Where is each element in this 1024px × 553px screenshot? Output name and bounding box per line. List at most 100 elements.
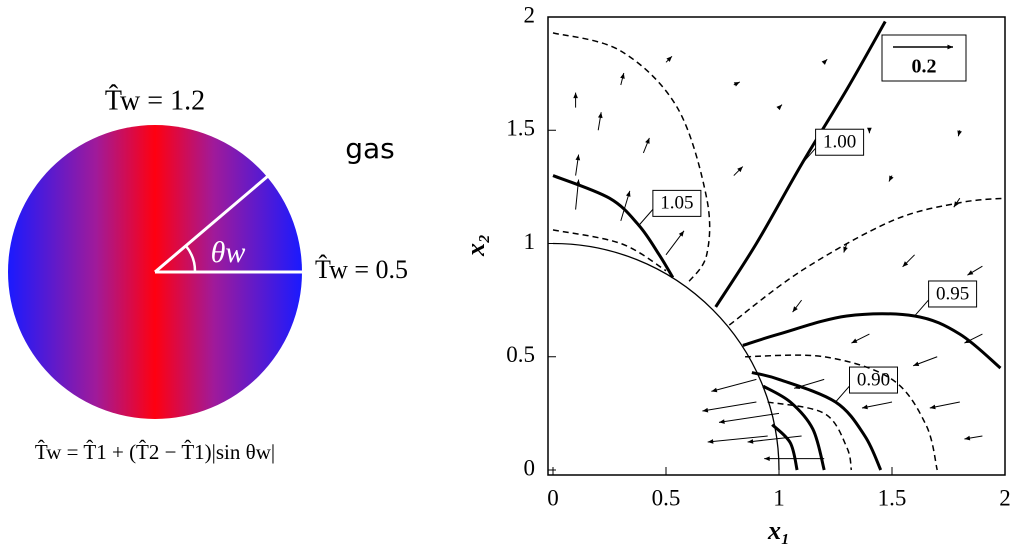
- contour-line: [742, 312, 1002, 370]
- contour-line: [762, 384, 826, 471]
- contour-label-box: [928, 280, 978, 308]
- arrow-head: [953, 201, 959, 208]
- arrow: [888, 175, 894, 182]
- contour-line: [714, 20, 887, 308]
- arrow: [792, 299, 802, 313]
- arrow-head: [733, 81, 740, 87]
- x-tick-label: 1: [773, 485, 785, 510]
- contour-label: 0.90: [835, 366, 898, 403]
- contour-line: [771, 423, 799, 471]
- boundary: [552, 242, 780, 471]
- arrow-head: [929, 404, 936, 410]
- y-tick-label: 1: [524, 229, 536, 254]
- x-tick-label: 0: [547, 485, 559, 510]
- y-tick-label: 2: [524, 2, 536, 27]
- arrow-head: [862, 404, 868, 410]
- contour-line: [767, 401, 853, 471]
- arrow-head: [666, 56, 672, 62]
- arrow: [929, 401, 960, 410]
- arrow-head: [711, 387, 718, 393]
- arrow-shaft: [711, 378, 757, 392]
- arrow-head: [792, 306, 798, 313]
- arrow: [913, 356, 938, 367]
- arrow: [573, 92, 578, 108]
- arrow-shaft: [707, 435, 768, 443]
- arrow-shaft: [718, 412, 780, 423]
- arrow-head: [620, 72, 625, 79]
- y-tick-label: 1.5: [506, 116, 535, 141]
- arrow: [733, 81, 741, 87]
- arrow: [794, 378, 825, 390]
- arrow: [764, 456, 825, 462]
- plot-frame: [547, 16, 1006, 476]
- contour-label: 1.05: [638, 189, 702, 226]
- arrow: [718, 412, 780, 424]
- contour-label-text: 0.90: [857, 369, 890, 390]
- x-tick-label: 1.5: [878, 485, 907, 510]
- arrow: [711, 378, 757, 393]
- y-tick-label: 0: [524, 455, 536, 480]
- arrow-head: [597, 112, 603, 119]
- arrow: [597, 112, 603, 131]
- arrow: [620, 72, 625, 86]
- arrow-head: [575, 179, 581, 186]
- arrow: [867, 127, 872, 134]
- contour-label-leader: [801, 147, 816, 165]
- arrow-head: [764, 456, 770, 462]
- arrow: [843, 243, 848, 253]
- arrow: [620, 190, 631, 221]
- contour-line: [745, 354, 938, 471]
- arrow-head: [575, 154, 581, 161]
- contour-label-text: 0.95: [936, 283, 969, 304]
- plot: 0 0.5 1 1.5 2 0 0.5 1 1.5 2 x₁ x₂ 1.00 1.05 0.95 0.90 0.…: [461, 2, 1011, 545]
- arrow: [893, 44, 953, 50]
- angle-arc: [185, 245, 197, 273]
- arrow-head: [573, 92, 578, 99]
- arrow-head: [964, 435, 971, 441]
- arrow: [964, 435, 983, 441]
- arrow-head: [776, 104, 782, 111]
- arrow-head: [947, 44, 953, 50]
- arrow: [967, 265, 983, 276]
- arrow: [953, 197, 961, 208]
- contour-label-box: [849, 366, 898, 394]
- arrow-head: [794, 384, 801, 390]
- arrow-head: [867, 127, 872, 134]
- contour-line: [552, 229, 667, 272]
- y-tick-label: 0.5: [506, 342, 535, 367]
- arrow: [776, 104, 783, 111]
- arrow-head: [957, 130, 962, 137]
- contour-label-leader: [638, 209, 654, 226]
- contour-label: 1.00: [801, 128, 865, 165]
- contour-label-leader: [835, 385, 850, 403]
- y-axis-label: x₂: [461, 234, 490, 257]
- arrow-shaft: [702, 401, 757, 412]
- arrow-head: [747, 439, 754, 444]
- arrow: [902, 254, 915, 268]
- arrow-head: [851, 338, 858, 344]
- arrow: [747, 435, 802, 444]
- contour-line: [552, 32, 711, 283]
- top-label: T̂w = 1.2: [105, 85, 205, 117]
- arrow-shaft: [747, 435, 802, 443]
- arrow: [733, 166, 744, 176]
- reference-box: [881, 34, 967, 82]
- arrow-head: [737, 166, 743, 173]
- arrow-head: [967, 270, 974, 276]
- contour-line: [728, 197, 1006, 326]
- contour-label-leader: [914, 299, 929, 317]
- arrow-head: [964, 338, 971, 344]
- radius-line: [154, 174, 269, 274]
- arrow: [707, 435, 768, 444]
- arrow-head: [678, 230, 684, 237]
- reference-label: 0.2: [912, 56, 937, 78]
- contour-label-text: 1.00: [823, 132, 856, 153]
- formula: T̂w = T̂1 + (T̂2 − T̂1)|sin θw|: [35, 440, 275, 464]
- arrow-head: [702, 407, 709, 413]
- angle-label: θw: [211, 236, 246, 269]
- x-tick-label: 2: [999, 485, 1011, 510]
- gas-label: gas: [345, 132, 395, 165]
- disk-panel: θw T̂w = 1.2 T̂w = 0.5 gas T̂w = T̂1 + (…: [8, 85, 408, 464]
- arrow-head: [821, 59, 828, 65]
